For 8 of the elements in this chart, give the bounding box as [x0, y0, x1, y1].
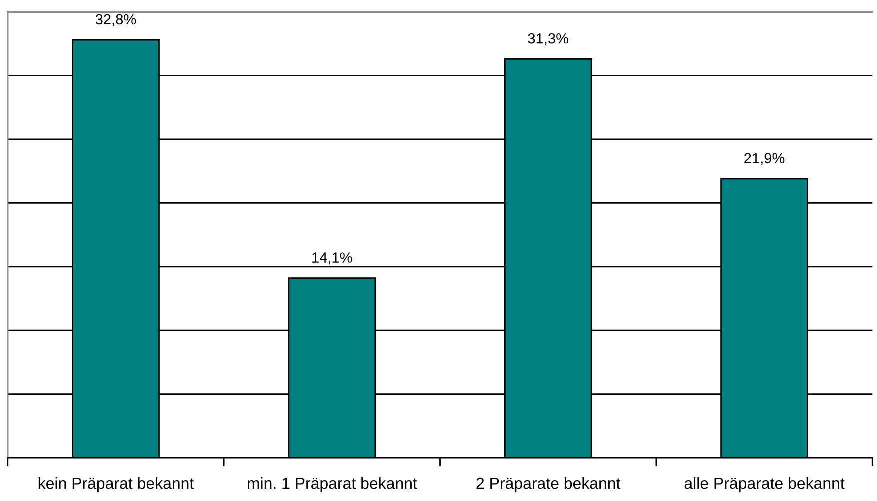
- data-label: 31,3%: [528, 33, 568, 46]
- x-tick-label: min. 1 Präparat bekannt: [248, 477, 418, 492]
- data-label: 21,9%: [744, 153, 785, 166]
- data-label: 14,1%: [312, 252, 352, 265]
- x-tick-label: kein Präparat bekannt: [38, 477, 194, 492]
- data-label: 32,8%: [96, 14, 136, 26]
- x-tick-label: alle Präparate bekannt: [684, 477, 845, 492]
- x-tick-label: 2 Präparate bekannt: [476, 477, 621, 492]
